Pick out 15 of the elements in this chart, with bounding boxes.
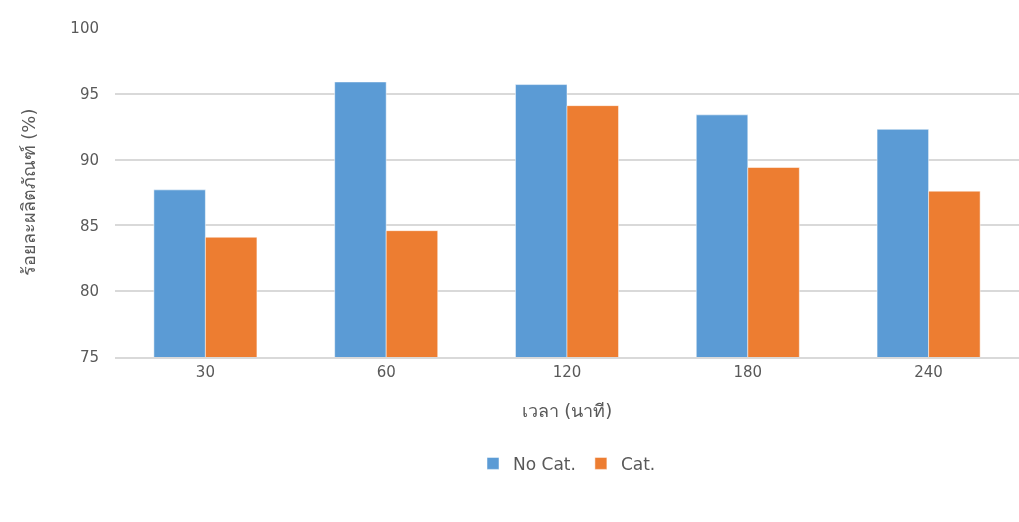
y-tick-label: 95 <box>79 85 99 104</box>
legend-label: Cat. <box>620 454 656 475</box>
x-tick-label: 240 <box>914 362 943 381</box>
y-tick-label: 75 <box>79 348 99 367</box>
y-tick-label: 85 <box>79 216 99 235</box>
x-tick-label: 120 <box>552 362 582 381</box>
y-tick-label: 80 <box>79 282 99 301</box>
x-tick-label: 60 <box>376 362 396 381</box>
x-tick-label: 180 <box>733 362 763 381</box>
y-axis-title: ร้อยละผลิตภัณฑ์ (%) <box>17 108 39 277</box>
x-axis-title: เวลา (นาที) <box>521 400 613 422</box>
legend-label: No Cat. <box>513 454 576 475</box>
y-tick-label: 90 <box>79 150 99 169</box>
x-tick-label: 30 <box>195 362 215 381</box>
y-tick-label: 100 <box>70 19 99 38</box>
